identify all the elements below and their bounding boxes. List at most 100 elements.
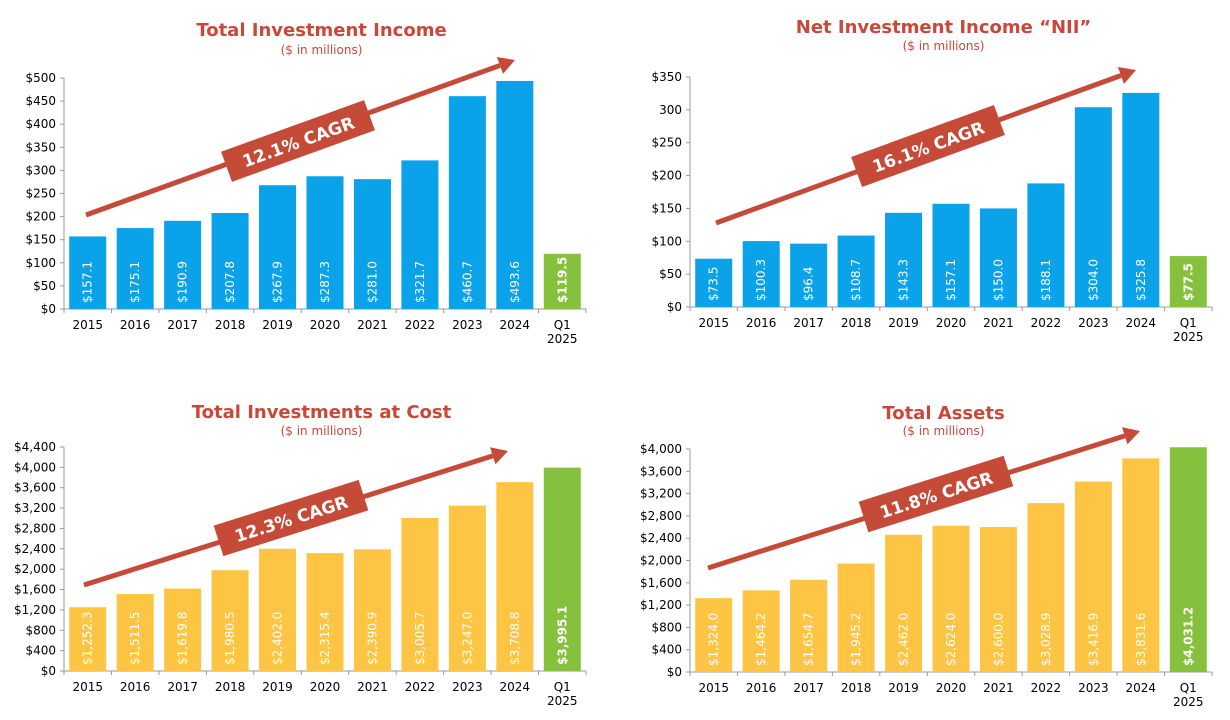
bar [1027, 183, 1065, 307]
cagr-badge-bg [213, 479, 369, 557]
chart-subtitle: ($ in millions) [902, 424, 985, 438]
bar [1074, 481, 1112, 672]
cagr-badge-bg [851, 104, 1005, 188]
x-tick-label: 2017 [793, 316, 824, 330]
bar [353, 549, 391, 671]
bar-chart: $0 $400 $800 $1,200 $1,600 $2,000 $2,400 $2,800… [640, 427, 1213, 709]
bar-value-label: $157.1 [944, 259, 958, 301]
y-tick-label: $350 [651, 70, 682, 84]
bar-value-label: $188.1 [1039, 259, 1053, 301]
bar-value-label: $2,402.0 [271, 612, 285, 665]
x-tick-label: 2018 [841, 681, 872, 695]
bar-value-label: $3,247.0 [460, 612, 474, 665]
bar-value-label: $4,031.2 [1181, 607, 1195, 666]
y-tick-label: $400 [25, 644, 56, 658]
bar [837, 563, 875, 672]
x-tick-label: 2019 [262, 680, 293, 694]
y-tick-label: $150 [651, 201, 682, 215]
bar-value-label: $2,624.0 [944, 613, 958, 666]
y-tick-label: $250 [25, 187, 56, 201]
x-tick-label: Q1 2025 [1173, 681, 1204, 709]
bar-chart: $0 $50 $100 $150 $200 $250 $300 $350 $400 $450 $50… [25, 56, 587, 346]
x-tick-label: 2016 [746, 316, 777, 330]
bar-value-label: $3,028.9 [1039, 613, 1053, 666]
bar [164, 220, 202, 309]
bar-value-label: $1,980.5 [223, 612, 237, 665]
bar [543, 253, 581, 309]
x-tick-label: 2024 [1126, 316, 1157, 330]
chart-panel-total-assets: Total Assets ($ in millions) $0 $400 $800 $… [615, 360, 1230, 720]
x-tick-label: 2021 [357, 680, 388, 694]
bar-value-label: $1,619.8 [176, 612, 190, 665]
x-tick-label: 2021 [357, 318, 388, 332]
bar-value-label: $1,324.0 [707, 613, 721, 666]
bar [116, 594, 154, 671]
bar [932, 203, 970, 307]
plot-area: $0 $400 $800 $1,200 $1,600 $2,000 $2,400 $2,800… [640, 427, 1213, 709]
bar-value-label: $3,416.9 [1086, 613, 1100, 666]
y-tick-label: $0 [41, 302, 56, 316]
bar-value-label: $3,995.1 [555, 606, 569, 665]
x-tick-label: 2017 [793, 681, 824, 695]
bar [790, 243, 828, 307]
bar [837, 235, 875, 307]
cagr-badge: 12.3% CAGR [213, 479, 369, 557]
bar [742, 241, 780, 307]
y-tick-label: $2,000 [14, 562, 56, 576]
bar-value-label: $1,511.5 [128, 612, 142, 665]
chart-panel-total-investments-at-cost: Total Investments at Cost ($ in millions… [0, 360, 615, 720]
y-tick-label: $0 [667, 300, 682, 314]
y-tick-label: $1,600 [14, 583, 56, 597]
chart-title: Net Investment Income “NII” [795, 17, 1092, 38]
cagr-arrow-head [1122, 427, 1140, 445]
x-tick-label: 2023 [1078, 681, 1109, 695]
bar [979, 208, 1017, 307]
bar [979, 527, 1017, 672]
bar [695, 598, 733, 672]
bar [211, 570, 249, 671]
x-tick-label: 2024 [500, 318, 531, 332]
x-tick-label: 2022 [1031, 681, 1062, 695]
y-tick-label: $200 [651, 169, 682, 183]
x-tick-label: Q1 2025 [1173, 316, 1204, 344]
cagr-arrow-head [1117, 67, 1136, 84]
bar-value-label: $3,831.6 [1134, 613, 1148, 666]
bar [543, 467, 581, 671]
y-tick-label: $4,000 [14, 460, 56, 474]
y-tick-label: $300 [25, 163, 56, 177]
y-tick-label: $200 [25, 210, 56, 224]
bar [885, 534, 923, 672]
bar [885, 212, 923, 307]
bar [496, 482, 534, 671]
x-tick-label: 2019 [262, 318, 293, 332]
y-tick-label: $4,000 [640, 442, 682, 456]
bar-value-label: $1,464.2 [754, 613, 768, 666]
x-tick-label: 2016 [120, 318, 151, 332]
bar-value-label: $493.6 [508, 261, 522, 303]
bar-value-label: $2,315.4 [318, 612, 332, 665]
bar-value-label: $321.7 [413, 261, 427, 303]
chart-title: Total Investment Income [196, 20, 447, 41]
bar [790, 579, 828, 672]
y-tick-label: $0 [41, 664, 56, 678]
bar-value-label: $207.8 [223, 261, 237, 303]
bar-value-label: $108.7 [849, 259, 863, 301]
cagr-arrow-head [496, 56, 515, 74]
bar [259, 185, 297, 309]
x-tick-label: 2019 [888, 316, 919, 330]
bar-value-label: $150.0 [991, 259, 1005, 301]
chart-title: Total Investments at Cost [191, 402, 452, 423]
bar-chart: $0 $50 $100 $150 $200 $250 300 $350 $73.5 2015 $10… [651, 67, 1213, 344]
x-tick-label: 2024 [500, 680, 531, 694]
x-tick-label: 2022 [405, 680, 436, 694]
bar-value-label: $100.3 [754, 259, 768, 301]
x-tick-label: Q1 2025 [547, 680, 578, 708]
y-tick-label: $50 [33, 279, 56, 293]
x-tick-label: 2015 [72, 680, 103, 694]
bar [695, 258, 733, 307]
y-tick-label: $1,200 [640, 598, 682, 612]
cagr-arrow-head [490, 447, 508, 465]
cagr-badge-bg [858, 455, 1014, 533]
x-tick-label: 2016 [746, 681, 777, 695]
bar [116, 228, 154, 309]
